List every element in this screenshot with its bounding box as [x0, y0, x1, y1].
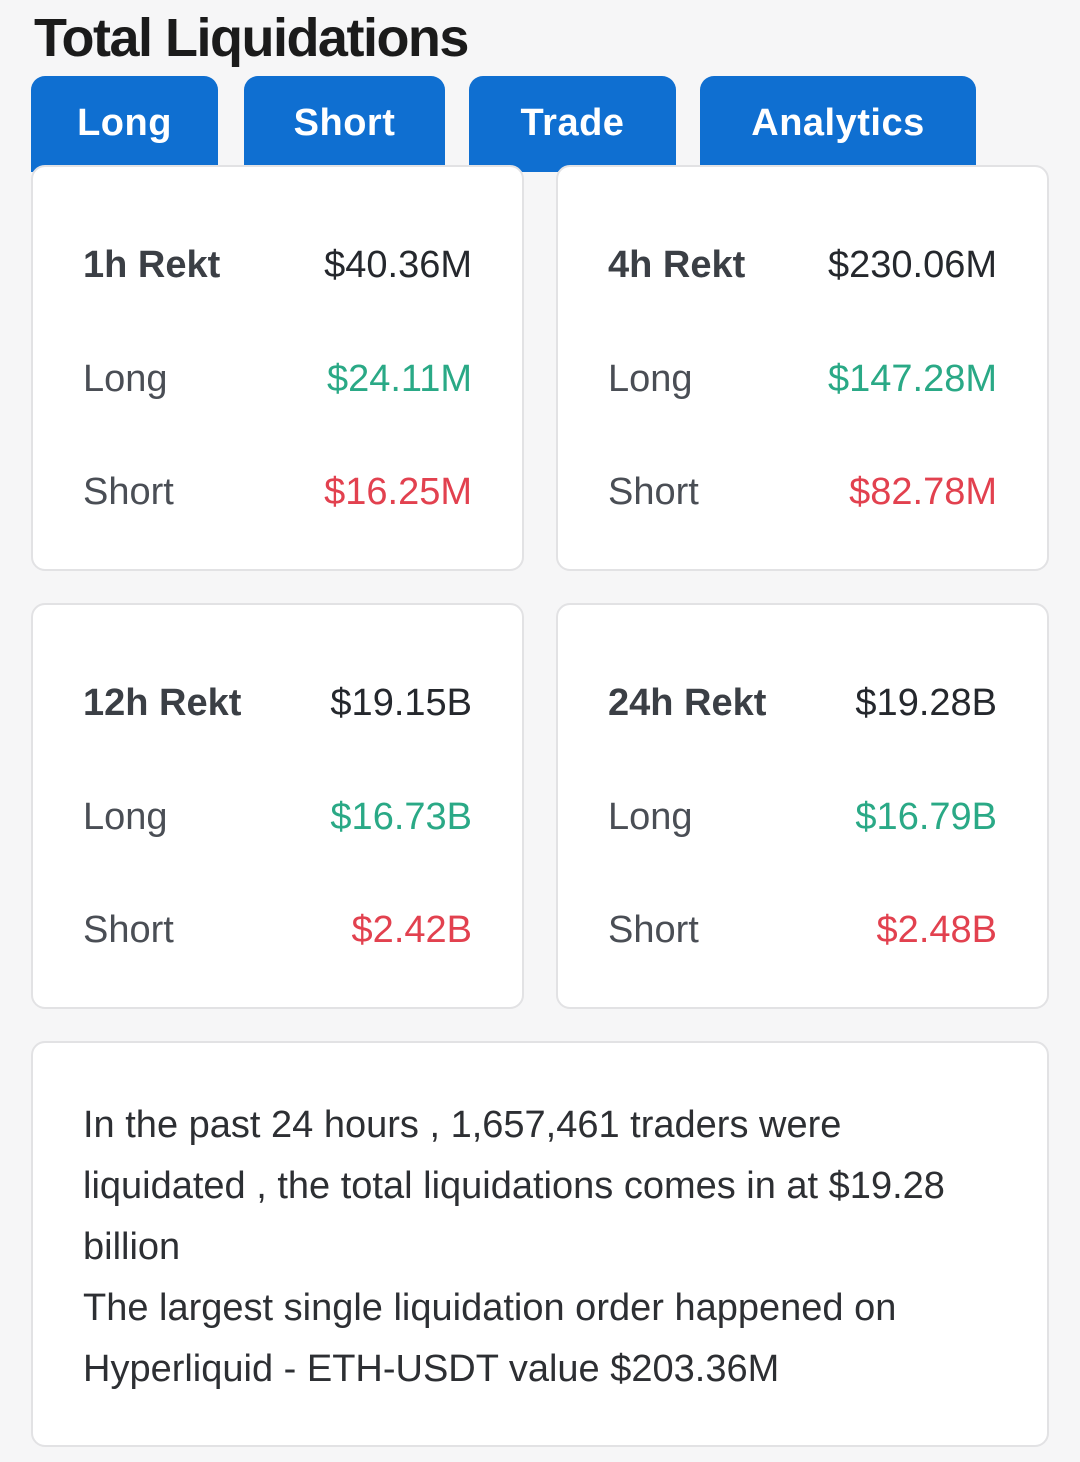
- short-value: $16.25M: [324, 470, 472, 513]
- short-row: Short $2.42B: [83, 905, 472, 955]
- short-value: $2.48B: [876, 908, 997, 951]
- rekt-row: 12h Rekt $19.15B: [83, 678, 472, 728]
- stat-card-1h: 1h Rekt $40.36M Long $24.11M Short $16.2…: [31, 165, 524, 571]
- short-row: Short $82.78M: [608, 467, 997, 517]
- summary-card: In the past 24 hours , 1,657,461 traders…: [31, 1041, 1049, 1447]
- rekt-label: 24h Rekt: [608, 681, 767, 724]
- long-value: $16.79B: [855, 795, 997, 838]
- long-row: Long $147.28M: [608, 354, 997, 404]
- rekt-total-value: $40.36M: [324, 243, 472, 286]
- long-label: Long: [83, 795, 168, 838]
- long-value: $16.73B: [330, 795, 472, 838]
- tab-long[interactable]: Long: [31, 76, 218, 172]
- long-label: Long: [83, 357, 168, 400]
- summary-line-traders: In the past 24 hours , 1,657,461 traders…: [83, 1104, 945, 1268]
- long-row: Long $16.79B: [608, 792, 997, 842]
- short-label: Short: [608, 470, 699, 513]
- summary-line-largest-order: The largest single liquidation order hap…: [83, 1287, 897, 1390]
- stat-card-24h: 24h Rekt $19.28B Long $16.79B Short $2.4…: [556, 603, 1049, 1009]
- tab-analytics-label: Analytics: [751, 102, 925, 144]
- long-label: Long: [608, 795, 693, 838]
- short-value: $2.42B: [351, 908, 472, 951]
- rekt-row: 24h Rekt $19.28B: [608, 678, 997, 728]
- rekt-label: 1h Rekt: [83, 243, 221, 286]
- tab-trade-label: Trade: [520, 102, 625, 144]
- short-row: Short $2.48B: [608, 905, 997, 955]
- tab-long-label: Long: [77, 102, 172, 144]
- rekt-row: 4h Rekt $230.06M: [608, 240, 997, 290]
- tab-short-label: Short: [293, 102, 396, 144]
- rekt-label: 12h Rekt: [83, 681, 242, 724]
- short-label: Short: [83, 470, 174, 513]
- tab-trade[interactable]: Trade: [469, 76, 676, 172]
- long-label: Long: [608, 357, 693, 400]
- short-value: $82.78M: [849, 470, 997, 513]
- short-row: Short $16.25M: [83, 467, 472, 517]
- rekt-total-value: $19.28B: [855, 681, 997, 724]
- long-value: $147.28M: [827, 357, 997, 400]
- short-label: Short: [608, 908, 699, 951]
- stat-card-4h: 4h Rekt $230.06M Long $147.28M Short $82…: [556, 165, 1049, 571]
- short-label: Short: [83, 908, 174, 951]
- rekt-row: 1h Rekt $40.36M: [83, 240, 472, 290]
- summary-text: In the past 24 hours , 1,657,461 traders…: [83, 1095, 1003, 1400]
- tab-analytics[interactable]: Analytics: [700, 76, 976, 172]
- page-title: Total Liquidations: [34, 8, 469, 68]
- rekt-total-value: $19.15B: [330, 681, 472, 724]
- long-value: $24.11M: [326, 357, 472, 400]
- rekt-label: 4h Rekt: [608, 243, 746, 286]
- tab-short[interactable]: Short: [244, 76, 445, 172]
- stat-card-12h: 12h Rekt $19.15B Long $16.73B Short $2.4…: [31, 603, 524, 1009]
- rekt-total-value: $230.06M: [827, 243, 997, 286]
- long-row: Long $16.73B: [83, 792, 472, 842]
- long-row: Long $24.11M: [83, 354, 472, 404]
